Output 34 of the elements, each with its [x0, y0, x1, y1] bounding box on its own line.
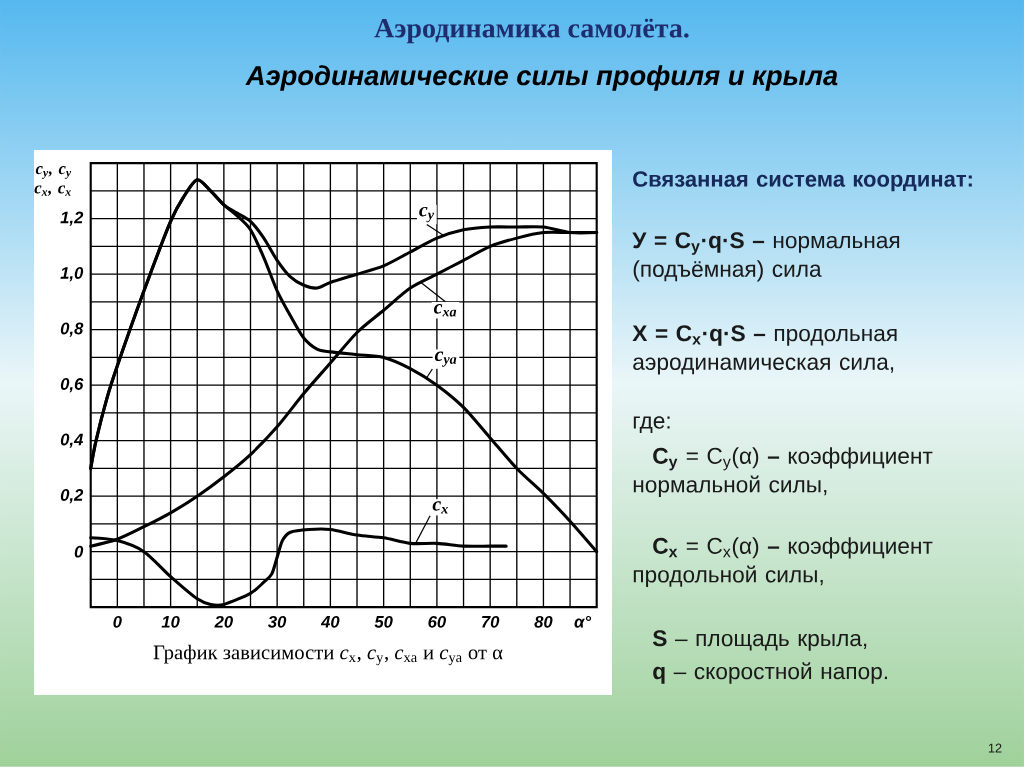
chart-title: Аэродинамика самолёта. [374, 18, 689, 44]
text: У = C$_{y}$·q·S – нормальная (подъёмная) сила [632, 232, 900, 282]
text: 12 [988, 743, 1002, 753]
text: где: [633, 416, 670, 433]
y-tick-label: 0,2 [60, 489, 84, 504]
y-tick-label: 0 [74, 545, 84, 558]
x-tick-label: 20 [214, 615, 233, 628]
text: q – скоростной напор. [653, 662, 888, 684]
text: График зависимости c$_{x}$, c$_{y}$, c$_{xa}$ и c$_{ya}$ от α [153, 644, 503, 666]
text: C$_{x}$ = C$_{x}$(α) – коэффициент продольной силы, [633, 537, 933, 588]
series-label: c$_{ya}$ [434, 351, 457, 367]
y-tick-label: 0,4 [60, 433, 84, 448]
y-tick-label: 1,2 [60, 211, 84, 226]
text: S – площадь крыла, [652, 630, 867, 651]
legend-label: c$_{xa}$ [433, 304, 457, 317]
y-tick-label: 0,6 [60, 378, 84, 393]
x-axis-title: α° [574, 615, 592, 628]
series-label: c$_{x}$ [432, 501, 448, 514]
y-tick-label: 0,8 [60, 322, 84, 337]
text: Связанная система координат: [633, 171, 972, 192]
x-tick-label: 70 [482, 615, 500, 628]
text: C$_{y}$ = C$_{y}$(α) – коэффициент нормальной силы, [633, 447, 933, 498]
x-tick-label: 30 [267, 615, 287, 628]
x-tick-label: 10 [161, 615, 180, 628]
x-tick-label: 50 [374, 615, 393, 628]
y-tick-label: 1,0 [60, 267, 84, 282]
x-tick-label: 60 [428, 615, 447, 628]
text: X = C$_{x}$·q·S – продольная аэродинамическая сила, [632, 325, 897, 375]
x-tick-label: 0 [113, 615, 122, 628]
x-tick-label: 40 [320, 615, 340, 628]
chart-subtitle: Аэродинамические силы профиля и крыла [245, 65, 838, 91]
series-label: c$_{y}$ [419, 206, 435, 223]
text: c$_{y}$, c$_{y}$ c$_{x}$, c$_{x}$ [34, 166, 72, 196]
x-tick-label: 80 [534, 615, 553, 628]
